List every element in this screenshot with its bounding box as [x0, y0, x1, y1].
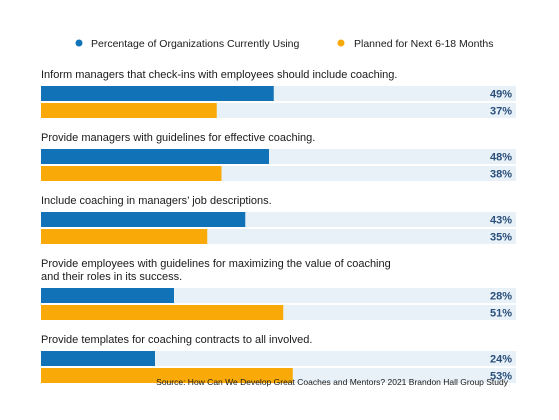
source-note: Source: How Can We Develop Great Coaches… [156, 377, 509, 387]
bar-current [41, 149, 269, 164]
bar-group: Inform managers that check-ins with empl… [41, 69, 516, 118]
value-label: 49% [490, 89, 512, 101]
value-label: 28% [490, 291, 512, 303]
bar-group: Provide employees with guidelines for ma… [41, 258, 516, 320]
bar-current [41, 351, 155, 366]
bar-planned [41, 229, 208, 244]
legend-label-current: Percentage of Organizations Currently Us… [91, 38, 300, 50]
legend: Percentage of Organizations Currently Us… [75, 38, 494, 50]
bar-group: Provide managers with guidelines for eff… [41, 132, 516, 181]
bar-planned [41, 368, 293, 383]
value-label: 51% [490, 308, 512, 320]
legend-marker-current [75, 39, 83, 47]
value-label: 24% [490, 354, 512, 366]
category-label: Provide employees with guidelines for ma… [41, 258, 391, 270]
category-label: Provide managers with guidelines for eff… [41, 132, 315, 144]
value-label: 43% [490, 215, 512, 227]
value-label: 38% [490, 169, 512, 181]
bar-planned [41, 305, 284, 320]
legend-marker-planned [337, 39, 345, 47]
value-label: 37% [490, 106, 512, 118]
value-label: 53% [490, 371, 512, 383]
bar-group: Provide templates for coaching contracts… [41, 334, 516, 383]
value-label: 35% [490, 232, 512, 244]
category-label: Include coaching in managers’ job descri… [41, 195, 272, 207]
bar-current [41, 86, 274, 101]
category-label: Provide templates for coaching contracts… [41, 334, 312, 346]
category-label: and their roles in its success. [41, 271, 182, 283]
bar-current [41, 288, 174, 303]
bar-current [41, 212, 246, 227]
bar-planned [41, 166, 222, 181]
legend-label-planned: Planned for Next 6-18 Months [354, 38, 494, 50]
bar-track [41, 351, 516, 366]
bar-groups: Inform managers that check-ins with empl… [41, 69, 516, 383]
bar-group: Include coaching in managers’ job descri… [41, 195, 516, 244]
bar-planned [41, 103, 217, 118]
value-label: 48% [490, 152, 512, 164]
category-label: Inform managers that check-ins with empl… [41, 69, 397, 81]
